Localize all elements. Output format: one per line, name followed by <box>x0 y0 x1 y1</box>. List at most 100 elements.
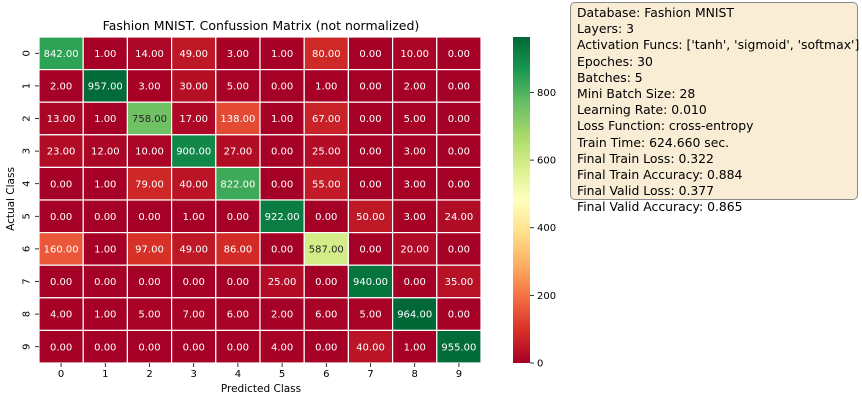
x-tick-label: 0 <box>58 369 64 380</box>
y-tick-label: 4 <box>22 181 33 187</box>
cell-value-label: 3.00 <box>404 212 426 223</box>
cell-value-label: 20.00 <box>400 245 429 256</box>
cell-value-label: 0.00 <box>94 212 116 223</box>
cell-value-label: 0.00 <box>359 82 381 93</box>
cell-value-label: 0.00 <box>448 310 470 321</box>
cell-value-label: 49.00 <box>179 49 208 60</box>
colorbar-tick-label: 800 <box>537 88 556 99</box>
cell-value-label: 40.00 <box>356 342 385 353</box>
y-tick-label: 8 <box>22 311 33 317</box>
cell-value-label: 3.00 <box>404 147 426 158</box>
cell-value-label: 0.00 <box>315 212 337 223</box>
heatmap-cell <box>259 232 305 266</box>
heatmap-cell <box>392 166 438 201</box>
cell-value-label: 4.00 <box>50 310 72 321</box>
cell-value-label: 0.00 <box>448 245 470 256</box>
y-tick-label: 0 <box>22 50 33 56</box>
cell-value-label: 0.00 <box>359 49 381 60</box>
cell-value-label: 0.00 <box>448 147 470 158</box>
cell-value-label: 30.00 <box>179 82 208 93</box>
cell-value-label: 0.00 <box>183 277 205 288</box>
cell-value-label: 922.00 <box>265 212 300 223</box>
heatmap-cell <box>436 297 482 331</box>
colorbar-tick-label: 600 <box>537 156 556 167</box>
heatmap-cell <box>392 264 438 299</box>
cell-value-label: 1.00 <box>94 179 116 190</box>
heatmap-cell <box>392 101 438 136</box>
heatmap-cell <box>392 329 438 364</box>
info-line: Mini Batch Size: 28 <box>577 86 696 102</box>
heatmap-cell <box>82 36 128 71</box>
cell-value-label: 900.00 <box>176 147 211 158</box>
cell-value-label: 6.00 <box>315 310 337 321</box>
cell-value-label: 86.00 <box>224 245 253 256</box>
heatmap-cell <box>303 166 350 201</box>
cell-value-label: 17.00 <box>179 114 208 125</box>
heatmap-cell <box>436 101 482 136</box>
colorbar-ticks: 0 200 400 600 800 <box>530 88 556 370</box>
heatmap-cell <box>436 264 482 299</box>
cell-value-label: 1.00 <box>94 245 116 256</box>
heatmap-cell <box>347 232 394 266</box>
colorbar-tick-label: 0 <box>537 359 543 370</box>
x-tick-label: 3 <box>191 369 197 380</box>
heatmap-cell <box>259 199 305 234</box>
cell-value-label: 10.00 <box>135 147 164 158</box>
info-line: Epoches: 30 <box>577 53 653 69</box>
heatmap-cell <box>259 329 305 364</box>
cell-value-label: 55.00 <box>312 179 341 190</box>
heatmap-cell <box>215 199 261 234</box>
y-tick-label: 7 <box>22 278 33 284</box>
cell-value-label: 3.00 <box>138 82 160 93</box>
y-tick-label: 6 <box>22 246 33 252</box>
cell-value-label: 0.00 <box>94 342 116 353</box>
x-tick-label: 4 <box>235 369 241 380</box>
cell-value-label: 3.00 <box>404 179 426 190</box>
cell-value-label: 1.00 <box>271 114 293 125</box>
heatmap-cell <box>436 329 482 364</box>
y-tick-label: 1 <box>22 83 33 89</box>
cell-value-label: 0.00 <box>227 277 249 288</box>
y-tick-label: 9 <box>22 344 33 350</box>
heatmap-cell <box>347 329 394 364</box>
x-tick-label: 1 <box>102 369 108 380</box>
heatmap-cell <box>215 297 261 331</box>
cell-value-label: 0.00 <box>448 114 470 125</box>
cell-value-label: 0.00 <box>138 342 160 353</box>
cell-value-label: 10.00 <box>400 49 429 60</box>
colorbar-tick-label: 400 <box>537 223 556 234</box>
confusion-matrix-chart: Fashion MNIST. Confussion Matrix (not no… <box>5 18 556 395</box>
cell-value-label: 3.00 <box>227 49 249 60</box>
cell-value-label: 0.00 <box>138 212 160 223</box>
cell-value-label: 0.00 <box>359 147 381 158</box>
cell-value-label: 25.00 <box>268 277 297 288</box>
x-axis-ticks: 0 1 2 3 4 5 6 7 8 9 <box>58 363 462 380</box>
cell-value-label: 2.00 <box>404 82 426 93</box>
cell-value-label: 35.00 <box>445 277 474 288</box>
heatmap-cell <box>171 264 217 299</box>
info-line: Batches: 5 <box>577 69 643 85</box>
cell-value-label: 12.00 <box>91 147 120 158</box>
info-line: Loss Function: cross-entropy <box>577 118 754 134</box>
cell-value-label: 0.00 <box>227 212 249 223</box>
heatmap-cell <box>215 166 261 201</box>
cell-value-label: 0.00 <box>271 179 293 190</box>
cell-value-label: 955.00 <box>441 342 476 353</box>
x-tick-label: 8 <box>412 369 418 380</box>
heatmap-cell <box>259 36 305 71</box>
heatmap-cell <box>82 297 128 331</box>
info-line: Final Train Accuracy: 0.884 <box>577 167 743 183</box>
heatmap-cell <box>171 199 217 234</box>
cell-value-label: 0.00 <box>227 342 249 353</box>
y-tick-label: 3 <box>22 148 33 154</box>
heatmap-cell <box>392 199 438 234</box>
heatmap-cell <box>126 101 173 136</box>
heatmap-cell <box>347 297 394 331</box>
heatmap-cell <box>436 36 482 71</box>
cell-value-label: 0.00 <box>315 277 337 288</box>
cell-value-label: 5.00 <box>359 310 381 321</box>
cell-value-label: 587.00 <box>309 245 344 256</box>
x-tick-label: 7 <box>367 369 373 380</box>
y-axis-ticks: 0 1 2 3 4 5 6 7 8 9 <box>22 50 39 350</box>
cell-value-label: 24.00 <box>445 212 474 223</box>
